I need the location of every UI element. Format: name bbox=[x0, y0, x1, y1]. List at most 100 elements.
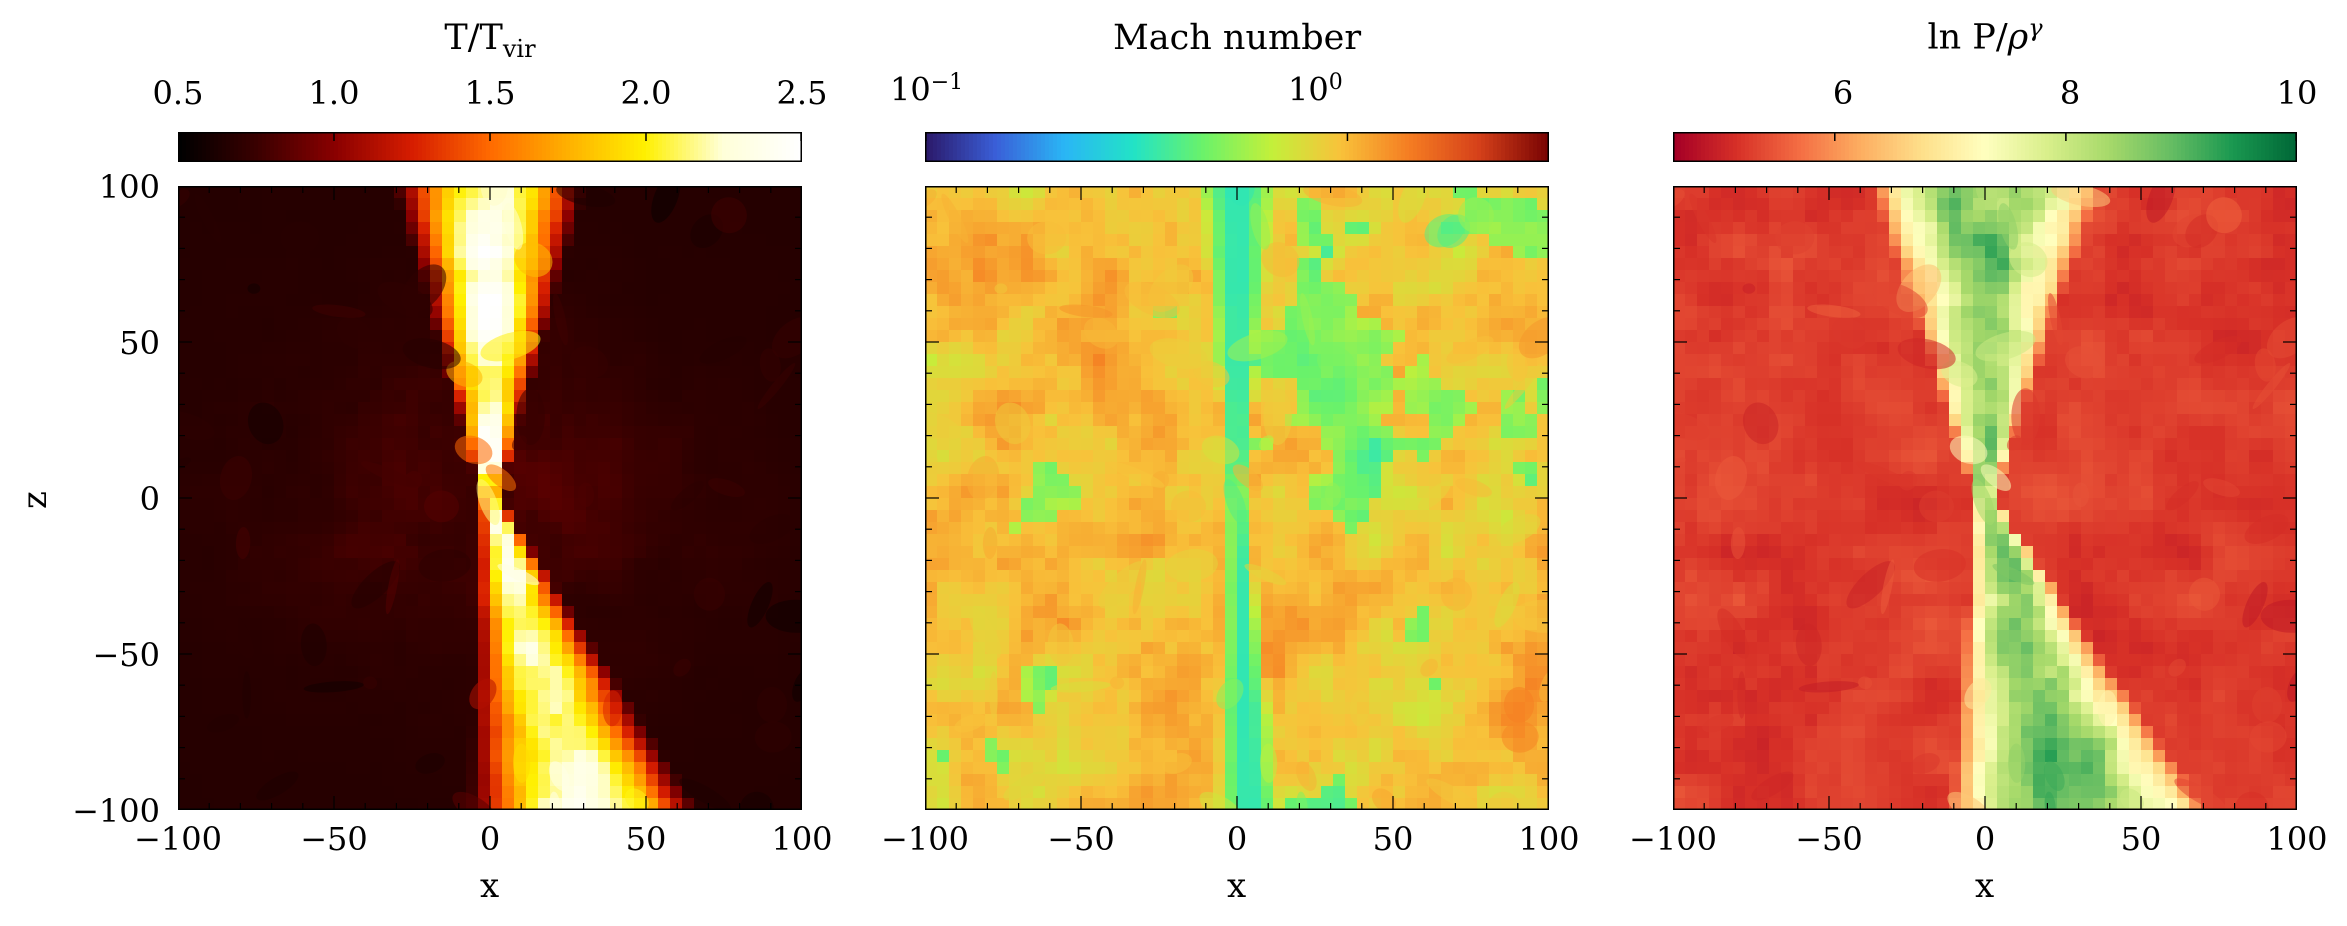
heatmap-2-cell bbox=[949, 462, 962, 475]
heatmap-1-cell bbox=[670, 570, 683, 583]
heatmap-2-cell bbox=[1105, 522, 1118, 535]
heatmap-2-cell bbox=[1417, 210, 1430, 223]
heatmap-1-cell bbox=[502, 258, 515, 271]
heatmap-2-cell bbox=[1381, 462, 1394, 475]
heatmap-1-cell bbox=[634, 198, 647, 211]
heatmap-2-cell bbox=[1129, 390, 1142, 403]
heatmap-1-cell bbox=[490, 210, 503, 223]
heatmap-1-cell bbox=[370, 210, 383, 223]
heatmap-2-cell bbox=[1441, 450, 1454, 463]
heatmap-2-cell bbox=[1033, 258, 1046, 271]
heatmap-1-cell bbox=[466, 342, 479, 355]
heatmap-1-cell bbox=[250, 222, 263, 235]
heatmap-1-cell bbox=[586, 306, 599, 319]
heatmap-2-cell bbox=[1009, 258, 1022, 271]
heatmap-1-cell bbox=[310, 414, 323, 427]
heatmap-1-cell bbox=[754, 546, 767, 559]
heatmap-1-cell bbox=[658, 498, 671, 511]
heatmap-2-cell bbox=[1381, 354, 1394, 367]
heatmap-1-cell bbox=[718, 630, 731, 643]
map-1-xlabel: x bbox=[480, 866, 500, 906]
heatmap-1-cell bbox=[262, 498, 275, 511]
heatmap-1-cell bbox=[550, 678, 563, 691]
heatmap-1-cell bbox=[658, 642, 671, 655]
heatmap-1-cell bbox=[382, 654, 395, 667]
heatmap-1-cell bbox=[562, 270, 575, 283]
colorbar-2-segment bbox=[1221, 132, 1226, 162]
heatmap-2-cell bbox=[1213, 318, 1226, 331]
heatmap-2-cell bbox=[1465, 426, 1478, 439]
heatmap-1-cell bbox=[646, 774, 659, 787]
heatmap-1-cell bbox=[550, 414, 563, 427]
heatmap-2-cell bbox=[1177, 246, 1190, 259]
heatmap-1-cell bbox=[622, 762, 635, 775]
heatmap-2-cell bbox=[1033, 270, 1046, 283]
heatmap-2-cell bbox=[1309, 306, 1322, 319]
heatmap-1-cell bbox=[586, 786, 599, 799]
heatmap-2-cell bbox=[937, 306, 950, 319]
heatmap-1-cell bbox=[694, 534, 707, 547]
colorbar-1-segment bbox=[474, 132, 479, 162]
heatmap-1-cell bbox=[178, 378, 191, 391]
heatmap-1-cell bbox=[382, 534, 395, 547]
heatmap-1-cell bbox=[706, 330, 719, 343]
heatmap-1-cell bbox=[598, 762, 611, 775]
heatmap-1-cell bbox=[646, 750, 659, 763]
heatmap-1-swirl bbox=[754, 721, 792, 753]
heatmap-1-swirl bbox=[711, 197, 747, 234]
heatmap-1-cell bbox=[214, 582, 227, 595]
heatmap-2-cell bbox=[1321, 210, 1334, 223]
heatmap-2-cell bbox=[1501, 246, 1514, 259]
heatmap-2-cell bbox=[1177, 474, 1190, 487]
heatmap-1-cell bbox=[418, 402, 431, 415]
heatmap-1-cell bbox=[502, 510, 515, 523]
heatmap-1-cell bbox=[646, 642, 659, 655]
heatmap-1-cell bbox=[466, 294, 479, 307]
cbar-2-tick-0: 10−1 bbox=[890, 70, 963, 109]
heatmap-1-cell bbox=[178, 546, 191, 559]
heatmap-2-cell bbox=[1441, 462, 1454, 475]
heatmap-1-cell bbox=[274, 486, 287, 499]
heatmap-2-cell bbox=[1537, 522, 1549, 535]
heatmap-1-cell bbox=[538, 342, 551, 355]
heatmap-1-cell bbox=[790, 426, 802, 439]
heatmap-2-cell bbox=[961, 294, 974, 307]
heatmap-1-cell bbox=[454, 534, 467, 547]
heatmap-2-cell bbox=[1417, 462, 1430, 475]
heatmap-1-cell bbox=[442, 786, 455, 799]
heatmap-2-cell bbox=[1525, 486, 1538, 499]
heatmap-1-cell bbox=[538, 498, 551, 511]
heatmap-1-cell bbox=[406, 402, 419, 415]
heatmap-2-cell bbox=[1297, 366, 1310, 379]
heatmap-1-cell bbox=[178, 330, 191, 343]
heatmap-1-cell bbox=[562, 282, 575, 295]
heatmap-1-cell bbox=[382, 258, 395, 271]
heatmap-1-cell bbox=[598, 486, 611, 499]
heatmap-1-cell bbox=[394, 486, 407, 499]
heatmap-1-cell bbox=[502, 678, 515, 691]
heatmap-1-cell bbox=[454, 246, 467, 259]
colorbar-2-segment bbox=[1361, 132, 1366, 162]
heatmap-1-cell bbox=[502, 702, 515, 715]
heatmap-1-cell bbox=[550, 642, 563, 655]
heatmap-1-cell bbox=[418, 690, 431, 703]
heatmap-1-cell bbox=[514, 702, 527, 715]
heatmap-1-cell bbox=[622, 570, 635, 583]
heatmap-1-cell bbox=[694, 450, 707, 463]
heatmap-2-cell bbox=[1381, 498, 1394, 511]
heatmap-1-cell bbox=[514, 654, 527, 667]
heatmap-1-cell bbox=[370, 486, 383, 499]
heatmap-2-cell bbox=[1045, 306, 1058, 319]
heatmap-2-cell bbox=[1093, 222, 1106, 235]
heatmap-1-cell bbox=[658, 738, 671, 751]
heatmap-2-cell bbox=[1357, 510, 1370, 523]
heatmap-2-cell bbox=[1117, 186, 1130, 199]
colorbar-1-segment bbox=[538, 132, 543, 162]
heatmap-2-cell bbox=[1465, 450, 1478, 463]
heatmap-1-cell bbox=[526, 786, 539, 799]
heatmap-2-cell bbox=[925, 486, 938, 499]
heatmap-1-cell bbox=[658, 606, 671, 619]
panel-2-title: Mach number bbox=[1112, 18, 1362, 58]
heatmap-1-cell bbox=[250, 774, 263, 787]
heatmap-1-cell bbox=[418, 426, 431, 439]
